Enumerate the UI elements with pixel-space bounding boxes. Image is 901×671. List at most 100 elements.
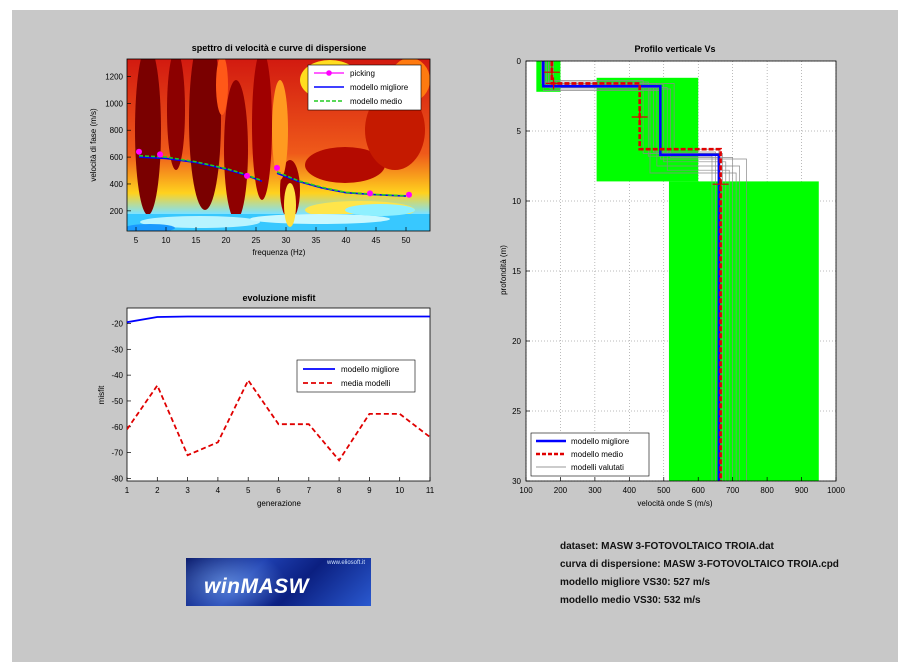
misfit-ylabel: misfit bbox=[97, 385, 106, 404]
spectrum-title: spettro di velocità e curve di dispersio… bbox=[192, 43, 367, 53]
misfit-xlabel: generazione bbox=[257, 499, 302, 508]
misfit-best-line bbox=[127, 315, 430, 324]
best-model-vs30: modello migliore VS30: 527 m/s bbox=[560, 577, 711, 588]
misfit-ytick-label: -50 bbox=[111, 397, 123, 406]
misfit-xtick-label: 2 bbox=[155, 486, 160, 495]
results-info: dataset: MASW 3-FOTOVOLTAICO TROIA.dat c… bbox=[560, 538, 839, 610]
misfit-lines bbox=[127, 315, 430, 462]
profile-xtick-label: 300 bbox=[588, 486, 602, 495]
dispersion-curve-label: curva di dispersione: MASW 3-FOTOVOLTAIC… bbox=[560, 559, 839, 570]
profile-ytick-label: 10 bbox=[512, 197, 521, 206]
mean-model-curve bbox=[276, 171, 407, 197]
winmasw-logo: www.eliosoft.it winMASW bbox=[186, 558, 371, 606]
profile-ytick-label: 30 bbox=[512, 477, 521, 486]
misfit-ytick-label: -30 bbox=[111, 345, 123, 354]
misfit-ytick-label: -60 bbox=[111, 423, 123, 432]
profile-xtick-label: 800 bbox=[760, 486, 774, 495]
search-range-box bbox=[668, 181, 819, 481]
misfit-ytick-label: -70 bbox=[111, 449, 123, 458]
picking-point bbox=[136, 148, 142, 155]
picking-point bbox=[406, 191, 412, 198]
profile-xtick-label: 600 bbox=[692, 486, 706, 495]
profile-best-line bbox=[541, 61, 721, 481]
spectrum-xtick-label: 45 bbox=[372, 236, 381, 245]
legend-misfit-best: modello migliore bbox=[341, 365, 400, 374]
misfit-xtick-label: 3 bbox=[185, 486, 190, 495]
spectrum-xlabel: frequenza (Hz) bbox=[253, 248, 306, 257]
spectrum-xtick-label: 50 bbox=[402, 236, 411, 245]
misfit-legend: modello migliore media modelli bbox=[296, 359, 416, 393]
spectrum-panel: spettro di velocità e curve di dispersio… bbox=[89, 43, 431, 257]
profile-ytick-label: 15 bbox=[512, 267, 521, 276]
picking-point bbox=[274, 164, 280, 171]
misfit-axes: 1 2 3 4 5 6 7 8 9 10 11 -20 -30 -40 -50 -60 -70 -80 bbox=[111, 319, 434, 495]
picking-point bbox=[367, 190, 373, 197]
spectrum-axes: 5 10 15 20 25 30 35 40 45 50 200 400 600 800 1000 1200 bbox=[105, 72, 411, 245]
misfit-ytick-label: -20 bbox=[111, 319, 123, 328]
legend-profile-evaluated: modelli valutati bbox=[571, 463, 624, 472]
spectrum-xtick-label: 20 bbox=[222, 236, 231, 245]
evaluated-model-line bbox=[549, 61, 734, 481]
profile-ylabel: profondità (m) bbox=[499, 245, 508, 295]
search-range-box bbox=[596, 77, 699, 182]
profile-legend: modello migliore modello medio modelli v… bbox=[530, 432, 650, 477]
dataset-label: dataset: MASW 3-FOTOVOLTAICO TROIA.dat bbox=[560, 541, 774, 552]
profile-evaluated-models bbox=[541, 61, 747, 481]
legend-profile-best: modello migliore bbox=[571, 437, 630, 446]
spectrum-ytick-label: 600 bbox=[110, 153, 124, 162]
profile-ytick-label: 0 bbox=[517, 57, 522, 66]
profile-xtick-label: 1000 bbox=[827, 486, 845, 495]
spectrum-xtick-label: 15 bbox=[192, 236, 201, 245]
profile-xtick-label: 900 bbox=[795, 486, 809, 495]
profile-model-lines bbox=[541, 61, 729, 481]
profile-title: Profilo verticale Vs bbox=[634, 44, 715, 54]
spectrum-curves bbox=[136, 148, 412, 198]
misfit-mean-line bbox=[127, 378, 430, 462]
legend-picking: picking bbox=[350, 69, 375, 78]
logo-url: www.eliosoft.it bbox=[326, 560, 365, 566]
legend-mean-model: modello medio bbox=[350, 97, 403, 106]
profile-xtick-label: 400 bbox=[623, 486, 637, 495]
spectrum-xtick-label: 30 bbox=[282, 236, 291, 245]
legend-misfit-mean: media modelli bbox=[341, 379, 391, 388]
profile-xlabel: velocità onde S (m/s) bbox=[637, 499, 712, 508]
misfit-xtick-label: 6 bbox=[276, 486, 281, 495]
legend-best-model: modello migliore bbox=[350, 83, 409, 92]
misfit-xtick-label: 7 bbox=[307, 486, 312, 495]
picking-point bbox=[157, 151, 163, 158]
spectrum-ytick-label: 800 bbox=[110, 126, 124, 135]
misfit-xtick-label: 5 bbox=[246, 486, 251, 495]
misfit-xtick-label: 1 bbox=[125, 486, 130, 495]
profile-axes: 100 200 300 400 500 600 700 800 900 1000 0 5 10 15 20 2… bbox=[512, 57, 845, 495]
profile-xtick-label: 700 bbox=[726, 486, 740, 495]
misfit-xtick-label: 4 bbox=[216, 486, 221, 495]
spectrum-heatmap bbox=[127, 59, 430, 231]
mean-model-vs30: modello medio VS30: 532 m/s bbox=[560, 595, 701, 606]
evaluated-model-line bbox=[544, 61, 730, 481]
profile-ytick-label: 5 bbox=[517, 127, 522, 136]
misfit-xtick-label: 9 bbox=[367, 486, 372, 495]
spectrum-xtick-label: 10 bbox=[162, 236, 171, 245]
profile-xtick-label: 100 bbox=[519, 486, 533, 495]
spectrum-ylabel: velocità di fase (m/s) bbox=[89, 108, 98, 182]
picking-point bbox=[244, 172, 250, 179]
profile-ytick-label: 20 bbox=[512, 337, 521, 346]
evaluated-model-line bbox=[548, 61, 737, 481]
misfit-panel: evoluzione misfit 1 2 3 4 5 6 7 8 9 10 11 -20 -30 -40… bbox=[97, 293, 435, 508]
spectrum-xtick-label: 35 bbox=[312, 236, 321, 245]
legend-profile-mean: modello medio bbox=[571, 450, 624, 459]
spectrum-legend: picking modello migliore modello medio bbox=[307, 64, 422, 111]
logo-name: winMASW bbox=[204, 575, 309, 598]
misfit-ytick-label: -40 bbox=[111, 371, 123, 380]
misfit-xtick-label: 8 bbox=[337, 486, 342, 495]
profile-ytick-label: 25 bbox=[512, 407, 521, 416]
misfit-xtick-label: 10 bbox=[395, 486, 404, 495]
spectrum-xtick-label: 25 bbox=[252, 236, 261, 245]
spectrum-ytick-label: 1000 bbox=[105, 99, 123, 108]
misfit-ytick-label: -80 bbox=[111, 474, 123, 483]
spectrum-ytick-label: 200 bbox=[110, 207, 124, 216]
profile-xtick-label: 200 bbox=[554, 486, 568, 495]
misfit-xtick-label: 11 bbox=[426, 486, 435, 495]
spectrum-ytick-label: 1200 bbox=[105, 72, 123, 81]
misfit-title: evoluzione misfit bbox=[242, 293, 315, 303]
